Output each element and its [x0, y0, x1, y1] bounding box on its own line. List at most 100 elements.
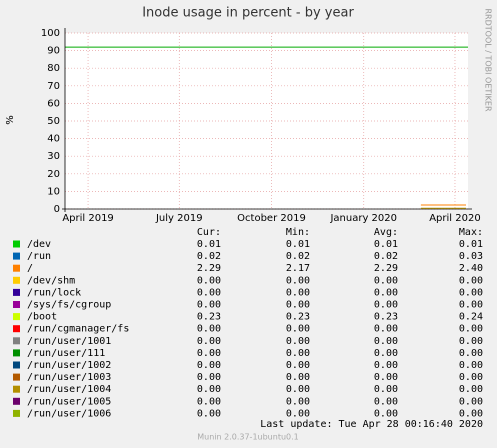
- legend-cell: 0.00: [459, 348, 483, 359]
- legend-name: /run/user/1004: [27, 384, 111, 395]
- legend-cell: 0.23: [286, 312, 310, 323]
- legend-cell: 2.29: [197, 263, 221, 274]
- y-tick-label: 70: [47, 81, 60, 92]
- legend-swatch: [13, 276, 20, 284]
- legend-cell: 0.00: [374, 324, 398, 335]
- y-tick-label: 30: [47, 151, 60, 162]
- legend-cell: 0.00: [197, 348, 221, 359]
- legend-cell: 0.01: [286, 239, 310, 250]
- chart-title: Inode usage in percent - by year: [142, 6, 354, 21]
- legend-cell: 0.00: [197, 324, 221, 335]
- y-tick-label: 0: [54, 204, 60, 215]
- legend-name: /run/user/1002: [27, 360, 111, 371]
- legend-name: /dev: [27, 239, 51, 250]
- legend-cell: 0.00: [286, 324, 310, 335]
- legend-cell: 0.23: [374, 312, 398, 323]
- y-tick-label: 40: [47, 134, 60, 145]
- legend-swatch: [13, 349, 20, 357]
- legend-cell: 2.29: [374, 263, 398, 274]
- legend-cell: 0.02: [286, 251, 310, 262]
- legend-cell: 2.40: [459, 263, 483, 274]
- legend-cell: 0.01: [197, 239, 221, 250]
- legend-header: Min:: [286, 227, 310, 238]
- legend-cell: 0.00: [197, 408, 221, 419]
- legend-cell: 0.00: [459, 360, 483, 371]
- legend-cell: 0.00: [374, 275, 398, 286]
- legend-cell: 0.00: [459, 396, 483, 407]
- legend-cell: 0.00: [286, 384, 310, 395]
- legend-cell: 0.02: [374, 251, 398, 262]
- y-tick-label: 50: [47, 116, 60, 127]
- legend-cell: 0.00: [197, 372, 221, 383]
- legend-cell: 0.23: [197, 312, 221, 323]
- legend-cell: 0.00: [374, 300, 398, 311]
- legend-cell: 0.00: [197, 300, 221, 311]
- legend-name: /run: [27, 251, 51, 262]
- y-axis-label: %: [5, 115, 16, 125]
- legend-cell: 0.00: [286, 360, 310, 371]
- legend-header: Avg:: [374, 227, 398, 238]
- legend-cell: 0.00: [197, 287, 221, 298]
- legend-cell: 0.01: [459, 239, 483, 250]
- legend-cell: 0.00: [459, 384, 483, 395]
- legend-name: /run/user/1005: [27, 396, 111, 407]
- legend-swatch: [13, 313, 20, 321]
- legend-name: /run/user/1001: [27, 336, 111, 347]
- legend-cell: 0.00: [197, 396, 221, 407]
- legend-cell: 0.00: [286, 396, 310, 407]
- legend-cell: 0.00: [286, 275, 310, 286]
- legend-cell: 0.00: [459, 324, 483, 335]
- legend-cell: 0.00: [374, 372, 398, 383]
- legend-cell: 0.01: [374, 239, 398, 250]
- legend-cell: 0.00: [197, 360, 221, 371]
- y-tick-label: 20: [47, 169, 60, 180]
- x-tick-label: April 2020: [429, 213, 480, 224]
- y-tick-label: 60: [47, 98, 60, 109]
- legend-swatch: [13, 409, 20, 417]
- legend-cell: 0.00: [374, 408, 398, 419]
- legend-cell: 0.00: [459, 287, 483, 298]
- x-tick-label: January 2020: [329, 213, 397, 224]
- legend-header: Cur:: [197, 227, 221, 238]
- y-tick-label: 10: [47, 186, 60, 197]
- legend-cell: 0.00: [374, 287, 398, 298]
- legend-name: /boot: [27, 312, 57, 323]
- legend-swatch: [13, 288, 20, 296]
- legend-swatch: [13, 385, 20, 393]
- legend-cell: 0.00: [374, 336, 398, 347]
- x-tick-label: April 2019: [62, 213, 113, 224]
- legend-cell: 0.00: [286, 336, 310, 347]
- legend-name: /run/user/1003: [27, 372, 111, 383]
- legend-name: /dev/shm: [27, 275, 75, 286]
- legend-cell: 0.00: [197, 384, 221, 395]
- version: Munin 2.0.37-1ubuntu0.1: [197, 433, 299, 442]
- x-tick-label: October 2019: [237, 213, 306, 224]
- legend-cell: 0.00: [374, 384, 398, 395]
- legend-name: /run/user/111: [27, 348, 105, 359]
- last-update: Last update: Tue Apr 28 00:16:40 2020: [260, 419, 483, 430]
- legend-swatch: [13, 337, 20, 345]
- legend-cell: 0.00: [286, 408, 310, 419]
- legend-swatch: [13, 301, 20, 308]
- legend-cell: 0.00: [286, 287, 310, 298]
- legend-name: /run/user/1006: [27, 408, 111, 419]
- legend-cell: 0.00: [286, 348, 310, 359]
- legend-swatch: [13, 397, 20, 405]
- legend-swatch: [13, 373, 20, 381]
- legend-name: /run/lock: [27, 287, 81, 298]
- side-label: RRDTOOL / TOBI OETIKER: [484, 8, 493, 111]
- y-tick-label: 80: [47, 63, 60, 74]
- legend-swatch: [13, 361, 20, 369]
- x-tick-label: July 2019: [155, 213, 203, 224]
- legend-cell: 0.00: [286, 300, 310, 311]
- legend-swatch: [13, 252, 20, 260]
- legend-cell: 0.00: [197, 336, 221, 347]
- legend-cell: 0.00: [374, 396, 398, 407]
- legend-swatch: [13, 240, 20, 248]
- legend-cell: 0.00: [459, 336, 483, 347]
- legend-cell: 0.02: [197, 251, 221, 262]
- legend-cell: 0.00: [459, 275, 483, 286]
- legend-cell: 0.00: [197, 275, 221, 286]
